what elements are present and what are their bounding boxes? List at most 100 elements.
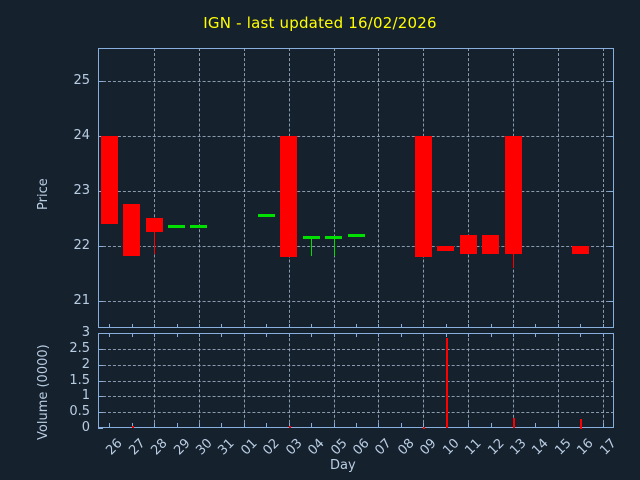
volume-tick-mark (98, 333, 103, 334)
day-tick-mark (558, 324, 559, 328)
price-bar (348, 234, 365, 237)
price-tick-label: 23 (73, 183, 90, 198)
price-tick-mark (609, 81, 614, 82)
price-bar (168, 225, 185, 228)
day-tick-mark (244, 324, 245, 328)
volume-tick-label: 3 (81, 325, 90, 340)
day-tick-mark (535, 333, 536, 337)
day-tick-mark (132, 324, 133, 328)
price-tick-mark (98, 136, 103, 137)
price-bar-wick (334, 237, 335, 256)
day-tick-mark (491, 324, 492, 328)
day-tick-label: 14 (529, 436, 552, 459)
day-tick-label: 31 (215, 436, 238, 459)
day-tick-mark (356, 324, 357, 328)
day-tick-label: 27 (126, 436, 149, 459)
x-axis-title: Day (330, 458, 356, 473)
price-bar (325, 236, 342, 239)
day-tick-mark (356, 423, 357, 428)
day-tick-mark (446, 324, 447, 328)
price-tick-mark (98, 301, 103, 302)
price-axis-title: Price (36, 178, 51, 210)
volume-bar (132, 426, 134, 428)
day-tick-mark (378, 324, 379, 328)
volume-bar (423, 427, 425, 429)
day-tick-mark (221, 333, 222, 337)
volume-bar (580, 419, 582, 429)
price-bar (505, 136, 522, 254)
day-tick-mark (468, 333, 469, 337)
day-tick-mark (199, 423, 200, 428)
volume-tick-label: 0.5 (69, 404, 90, 419)
price-tick-mark (609, 191, 614, 192)
day-tick-mark (603, 333, 604, 337)
day-tick-mark (244, 423, 245, 428)
day-tick-mark (423, 333, 424, 337)
day-tick-mark (513, 324, 514, 328)
day-tick-mark (423, 324, 424, 328)
day-tick-mark (132, 333, 133, 337)
price-bar (415, 136, 432, 257)
day-tick-mark (311, 333, 312, 337)
price-bar (572, 246, 589, 254)
volume-tick-mark (98, 396, 103, 397)
day-tick-label: 10 (440, 436, 463, 459)
day-tick-label: 13 (507, 436, 530, 459)
price-tick-mark (609, 301, 614, 302)
volume-tick-label: 2.5 (69, 341, 90, 356)
price-bar-wick (513, 254, 514, 268)
day-tick-mark (535, 423, 536, 428)
volume-tick-mark (98, 428, 103, 429)
price-bar-wick (311, 237, 312, 256)
day-tick-label: 30 (193, 436, 216, 459)
day-tick-mark (177, 423, 178, 428)
day-tick-mark (446, 333, 447, 337)
day-tick-mark (334, 333, 335, 337)
volume-tick-mark (98, 381, 103, 382)
volume-bar (289, 426, 291, 428)
day-tick-label: 26 (103, 436, 126, 459)
day-tick-mark (334, 324, 335, 328)
day-tick-mark (266, 423, 267, 428)
volume-bar (446, 338, 448, 428)
chart-title: IGN - last updated 16/02/2026 (203, 14, 437, 32)
day-tick-label: 17 (597, 436, 620, 459)
day-tick-label: 11 (462, 436, 485, 459)
day-tick-label: 29 (171, 436, 194, 459)
day-tick-mark (580, 333, 581, 337)
day-tick-label: 07 (372, 436, 395, 459)
day-tick-mark (154, 333, 155, 337)
price-bar (437, 246, 454, 251)
day-tick-label: 02 (260, 436, 283, 459)
day-tick-mark (221, 324, 222, 328)
day-tick-mark (244, 333, 245, 337)
day-tick-mark (468, 324, 469, 328)
day-tick-label: 01 (238, 436, 261, 459)
day-tick-mark (558, 423, 559, 428)
volume-axis-title: Volume (0000) (36, 344, 51, 440)
volume-tick-label: 1 (81, 388, 90, 403)
day-tick-label: 09 (417, 436, 440, 459)
day-tick-mark (423, 423, 424, 428)
day-tick-mark (154, 324, 155, 328)
day-tick-mark (356, 333, 357, 337)
price-bar (123, 204, 140, 256)
day-tick-mark (266, 333, 267, 337)
price-bar (303, 236, 320, 239)
day-tick-mark (289, 423, 290, 428)
price-plot-area (98, 48, 614, 328)
day-tick-mark (177, 333, 178, 337)
price-tick-label: 22 (73, 238, 90, 253)
volume-tick-label: 0 (81, 420, 90, 435)
day-tick-mark (491, 333, 492, 337)
day-tick-mark (154, 423, 155, 428)
day-tick-mark (401, 423, 402, 428)
price-tick-mark (98, 246, 103, 247)
day-tick-label: 03 (283, 436, 306, 459)
day-tick-mark (289, 324, 290, 328)
price-tick-label: 25 (73, 73, 90, 88)
price-bar (460, 235, 477, 254)
day-tick-mark (199, 324, 200, 328)
day-tick-mark (378, 333, 379, 337)
price-bar (146, 218, 163, 232)
